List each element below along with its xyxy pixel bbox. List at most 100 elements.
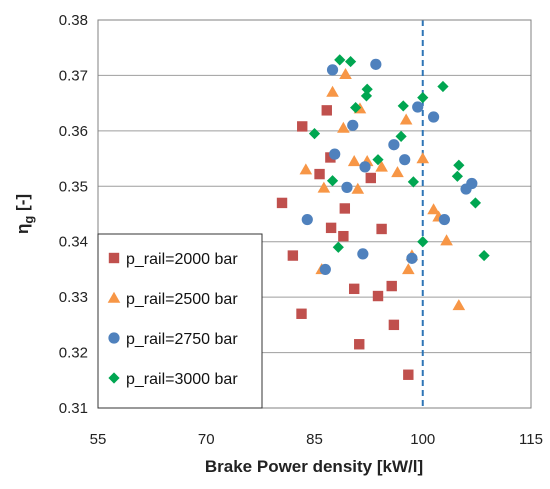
- data-point: [344, 55, 357, 68]
- x-tick-labels: 55 70 85 100 115: [90, 431, 543, 448]
- data-point: [412, 101, 424, 113]
- x-tick-label: 70: [198, 431, 215, 448]
- data-point: [395, 130, 407, 142]
- y-axis-subscript: g: [21, 216, 36, 224]
- data-point: [397, 100, 409, 112]
- data-point: [287, 250, 299, 261]
- legend-label: p_rail=3000 bar: [126, 371, 238, 388]
- data-point: [347, 155, 361, 167]
- data-point: [402, 263, 415, 275]
- data-point: [453, 159, 465, 171]
- y-tick-label: 0.36: [59, 123, 88, 140]
- data-point: [326, 85, 339, 97]
- data-point: [351, 182, 365, 194]
- data-point: [388, 319, 400, 331]
- data-point: [296, 308, 307, 319]
- data-point: [478, 249, 490, 262]
- data-point: [365, 172, 376, 184]
- data-point: [329, 148, 341, 160]
- data-point: [337, 121, 350, 133]
- y-axis-symbol: η: [13, 224, 32, 234]
- data-point: [407, 176, 419, 188]
- legend-marker: [108, 332, 120, 344]
- legend-label: p_rail=2000 bar: [126, 251, 238, 268]
- data-point: [321, 105, 332, 116]
- data-point: [466, 177, 478, 190]
- legend-marker: [108, 372, 120, 384]
- data-point: [417, 236, 429, 248]
- data-point: [416, 152, 430, 164]
- data-point: [403, 369, 414, 380]
- data-point: [332, 241, 344, 253]
- data-point: [308, 128, 321, 140]
- data-point: [357, 248, 369, 260]
- y-axis-unit: [-]: [13, 194, 32, 216]
- data-point: [427, 203, 440, 215]
- x-tick-label: 100: [410, 431, 435, 448]
- data-point: [388, 139, 400, 151]
- data-point: [339, 203, 351, 214]
- x-tick-label: 55: [90, 431, 107, 448]
- data-point: [334, 54, 346, 66]
- data-point: [341, 181, 353, 193]
- data-point: [361, 83, 373, 95]
- legend: p_rail=2000 bar p_rail=2500 bar p_rail=275…: [97, 233, 263, 409]
- x-tick-label: 85: [306, 431, 323, 448]
- data-point: [452, 299, 466, 311]
- data-point: [372, 290, 384, 302]
- data-point: [301, 213, 313, 226]
- data-point: [438, 213, 450, 226]
- data-point: [359, 161, 371, 173]
- y-tick-label: 0.33: [59, 289, 88, 306]
- data-point: [347, 119, 359, 131]
- data-point: [386, 280, 397, 292]
- data-point: [338, 230, 349, 242]
- legend-label: p_rail=2500 bar: [126, 291, 238, 308]
- data-point: [370, 58, 382, 70]
- data-point: [417, 92, 429, 104]
- x-tick-label: 115: [519, 431, 543, 448]
- plot-frame: [97, 19, 532, 409]
- data-point: [350, 101, 362, 114]
- data-point: [375, 160, 388, 172]
- data-point: [406, 252, 418, 264]
- data-point: [348, 283, 360, 295]
- x-axis-title: Brake Power density [kW/l]: [205, 457, 423, 476]
- y-tick-label: 0.37: [59, 67, 88, 84]
- legend-label: p_rail=2750 bar: [126, 331, 238, 348]
- y-axis-title: ηg [-]: [13, 194, 36, 234]
- y-tick-label: 0.35: [59, 178, 88, 195]
- data-point: [469, 197, 482, 209]
- legend-marker: [108, 252, 120, 264]
- data-point: [276, 197, 288, 209]
- data-point: [372, 154, 384, 166]
- data-points: [276, 54, 490, 380]
- data-point: [437, 80, 449, 93]
- y-tick-labels: 0.31 0.32 0.33 0.34 0.35 0.36 0.37 0.38: [59, 12, 88, 417]
- data-point: [376, 223, 387, 235]
- data-point: [451, 170, 463, 182]
- data-point: [427, 111, 440, 123]
- data-point: [317, 181, 331, 193]
- legend-items: p_rail=2000 bar p_rail=2500 bar p_rail=275…: [107, 251, 238, 388]
- data-point: [354, 339, 365, 350]
- legend-box: [97, 233, 263, 409]
- data-point: [326, 64, 339, 76]
- data-point: [325, 222, 337, 234]
- data-point: [297, 121, 308, 132]
- data-point: [326, 175, 339, 187]
- data-point: [360, 90, 373, 102]
- data-point: [319, 263, 331, 276]
- y-tick-label: 0.34: [59, 234, 88, 251]
- data-point: [399, 113, 413, 125]
- data-point: [440, 234, 453, 246]
- data-point: [314, 168, 325, 180]
- legend-marker: [107, 291, 121, 303]
- data-point: [339, 68, 352, 80]
- y-tick-label: 0.38: [59, 12, 88, 29]
- y-tick-label: 0.32: [59, 345, 88, 362]
- data-point: [391, 166, 404, 178]
- data-point: [399, 154, 411, 166]
- data-point: [299, 163, 313, 175]
